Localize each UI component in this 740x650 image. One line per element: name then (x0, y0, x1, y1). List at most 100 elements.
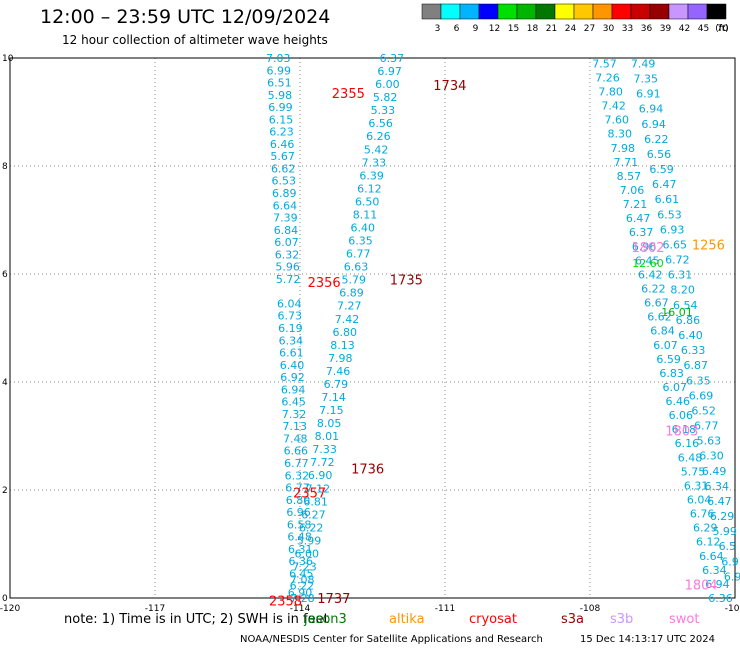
satellite-s3b: s3b (610, 612, 634, 627)
colorbar-label: 27 (584, 24, 595, 34)
wave-height-label: 8.01 (315, 430, 340, 443)
pass-time-label: 2358 (269, 595, 302, 610)
wave-height-label: 7.80 (598, 86, 623, 99)
track: 6.366.946.346.646.126.296.766.046.315.75… (592, 57, 733, 605)
wave-height-label: 7.42 (601, 100, 626, 113)
wave-height-label: 6.29 (710, 510, 735, 523)
colorbar-label: 9 (473, 24, 479, 34)
wave-height-label: 6.72 (665, 254, 690, 267)
colorbar-label: 24 (565, 24, 577, 34)
wave-height-label: 7.32 (282, 408, 307, 421)
colorbar-label: 39 (660, 24, 672, 34)
wave-height-label: 6.40 (678, 329, 703, 342)
wave-height-label: 6.56 (647, 148, 672, 161)
wave-height-label: 6.63 (344, 261, 369, 274)
wave-height-label: 7.03 (266, 52, 291, 65)
satellite-s3a: s3a (561, 612, 585, 627)
wave-height-label: 6.04 (687, 494, 712, 507)
wave-height-label: 6.53 (657, 208, 682, 221)
wave-height-label: 6.90 (308, 469, 333, 482)
x-tick-label: -108 (580, 604, 601, 614)
wave-height-label: 6.97 (377, 65, 402, 78)
wave-height-label: 8.05 (317, 417, 342, 430)
wave-height-label: 7.33 (312, 443, 337, 456)
wave-height-label: 6.52 (691, 404, 716, 417)
colorbar-label: 6 (454, 24, 460, 34)
pass-time-label: 1804 (685, 579, 718, 594)
wave-height-label: 6.35 (686, 374, 711, 387)
wave-height-label: 7.49 (631, 57, 656, 70)
track: 6.907.087.236.005.996.226.276.817.126.90… (288, 52, 404, 600)
wave-height-label: 8.20 (670, 284, 695, 297)
satellite-jason3: jason3 (304, 612, 347, 627)
wave-height-label: 6.96 (632, 240, 657, 253)
wave-height-label: 7.42 (335, 313, 360, 326)
wave-height-label: 6.94 (281, 383, 306, 396)
wave-height-label: 7.57 (592, 57, 617, 70)
wave-height-label: 6.39 (359, 169, 384, 182)
pass-time-label: 1803 (665, 425, 698, 440)
wave-height-label: 6.83 (659, 367, 684, 380)
wave-height-label: 7.60 (604, 114, 629, 127)
satellite-altika: altika (389, 612, 425, 627)
wave-height-label: 6.18 (672, 423, 697, 436)
wave-height-label: 6.32 (285, 469, 310, 482)
colorbar-swatch (706, 3, 727, 20)
wave-height-label: 6.99 (267, 64, 292, 77)
pass-time-label: 1736 (351, 462, 384, 477)
wave-height-label: 7.33 (362, 156, 387, 169)
wave-height-label: 6.22 (644, 133, 669, 146)
pass-time-label: 2357 (293, 487, 326, 502)
pass-time-label: 1256 (692, 238, 725, 253)
wave-height-label: 6.40 (280, 359, 305, 372)
wave-height-label: 7.98 (611, 142, 636, 155)
wave-height-label: 6.91 (636, 88, 661, 101)
wave-height-label: 6.32 (275, 248, 300, 261)
wave-height-label: 6.99 (268, 101, 293, 114)
wave-height-label: 6.77 (346, 248, 371, 261)
plot-frame (9, 57, 736, 599)
wave-height-label: 6.36 (708, 592, 733, 605)
wave-height-label: 6.94 (639, 103, 664, 116)
page-subtitle: 12 hour collection of altimeter wave hei… (62, 33, 328, 47)
wave-height-label: 6.79 (324, 378, 349, 391)
wave-height-label: 6.59 (656, 353, 681, 366)
wave-height-label: 5.33 (371, 104, 396, 117)
colorbar-unit: (ft) (715, 24, 729, 34)
track: 7.286.226.456.366.316.486.586.966.806.77… (266, 52, 315, 605)
wave-height-label: 5.99 (712, 525, 737, 538)
wave-height-label: 6.84 (650, 325, 675, 338)
wave-height-label: 7.06 (620, 184, 645, 197)
pass-time-label: 1737 (317, 592, 350, 607)
wave-height-label: 6.22 (641, 282, 666, 295)
wave-height-label: 5.42 (364, 143, 389, 156)
wave-height-label: 6.94 (705, 578, 730, 591)
wave-height-label: 6.69 (689, 389, 714, 402)
wave-height-label: 6.64 (699, 550, 724, 563)
wave-height-label: 7.23 (292, 561, 317, 574)
wave-height-label: 6.30 (699, 450, 724, 463)
y-tick-label: 0 (2, 594, 8, 604)
wave-height-label: 7.21 (623, 198, 648, 211)
wave-height-label: 6.76 (690, 508, 715, 521)
x-tick-label: -105 (725, 604, 740, 614)
wave-height-label: 6.77 (694, 420, 719, 433)
wave-height-label: 6.42 (638, 268, 663, 281)
wave-height-label: 6.31 (668, 269, 693, 282)
wave-height-label: 6.62 (271, 162, 296, 175)
wave-height-label: 6.36 (289, 555, 314, 568)
colorbar-label: 33 (622, 24, 633, 34)
wave-height-label: 6.50 (355, 195, 380, 208)
y-tick-label: 8 (2, 162, 8, 172)
wave-height-label: 7.08 (290, 574, 315, 587)
wave-height-label: 7.72 (310, 456, 335, 469)
wave-height-label: 6.16 (675, 437, 700, 450)
wave-height-label: 7.13 (282, 420, 307, 433)
wave-height-label: 6.94 (641, 118, 666, 131)
wave-height-label: 6.29 (693, 522, 718, 535)
wave-height-label: 7.28 (290, 592, 315, 605)
wave-height-label: 7.46 (326, 365, 351, 378)
y-tick-label: 10 (2, 54, 14, 64)
pass-time-label: 1735 (390, 273, 423, 288)
wave-height-label: 6.35 (348, 235, 373, 248)
